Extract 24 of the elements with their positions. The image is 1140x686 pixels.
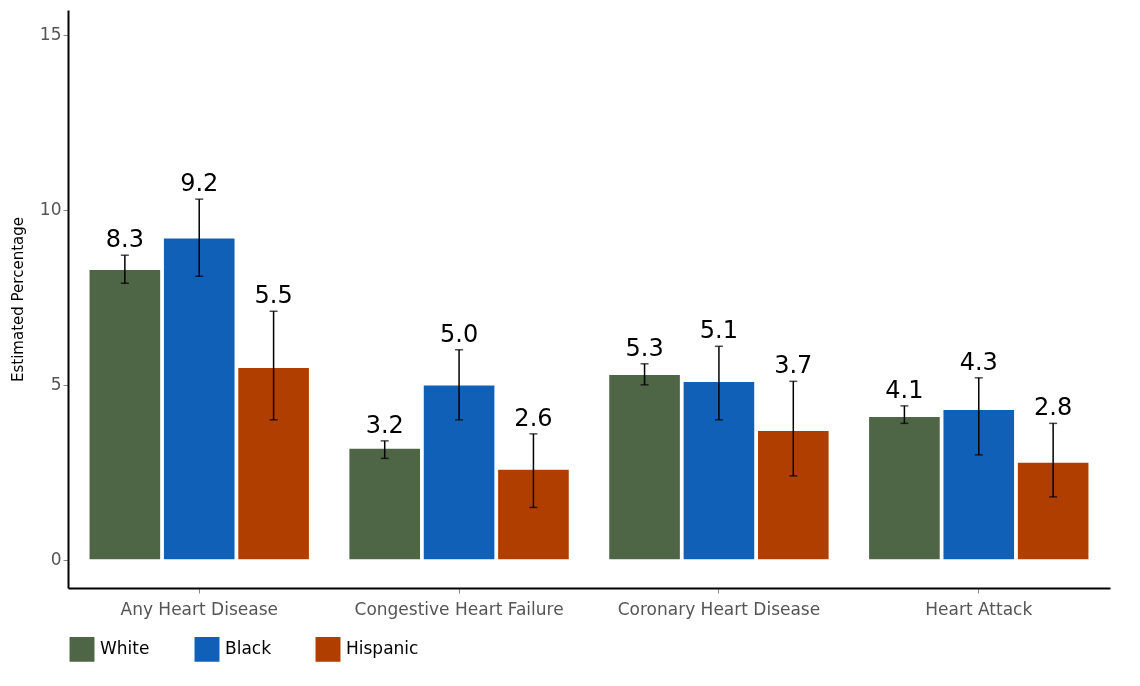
data-label: 4.3 xyxy=(959,347,998,376)
legend-label: Black xyxy=(225,638,272,659)
data-label: 2.6 xyxy=(514,403,553,432)
data-label: 4.1 xyxy=(885,375,924,404)
data-label: 8.3 xyxy=(105,225,144,254)
data-label: 5.5 xyxy=(254,281,293,310)
data-label: 9.2 xyxy=(180,169,219,198)
y-tick-label: 0 xyxy=(50,549,62,570)
data-label: 5.1 xyxy=(699,316,739,345)
y-tick-label: 15 xyxy=(39,24,62,45)
data-label: 3.2 xyxy=(365,410,404,439)
x-tick-label: Coronary Heart Disease xyxy=(617,598,821,619)
x-tick-label: Congestive Heart Failure xyxy=(354,598,564,619)
data-label: 3.7 xyxy=(774,351,813,380)
legend-label: White xyxy=(100,638,150,659)
legend-label: Hispanic xyxy=(346,638,419,659)
y-tick-label: 5 xyxy=(50,374,62,395)
data-label: 5.0 xyxy=(439,319,479,348)
data-label: 5.3 xyxy=(625,333,664,362)
data-label: 2.8 xyxy=(1034,393,1073,422)
x-tick-label: Heart Attack xyxy=(925,598,1033,619)
y-axis-title: Estimated Percentage xyxy=(8,217,27,382)
y-tick-label: 10 xyxy=(39,199,62,220)
x-tick-label: Any Heart Disease xyxy=(120,598,278,619)
